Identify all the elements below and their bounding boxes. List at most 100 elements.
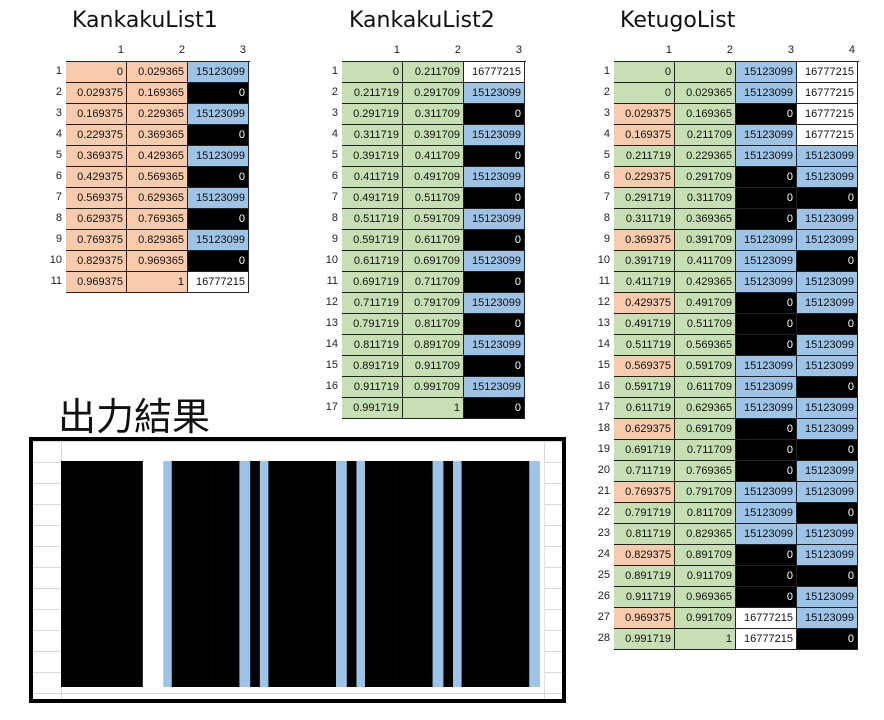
table-cell[interactable]: 0 [736, 104, 797, 125]
table-cell[interactable]: 0.829375 [66, 251, 127, 272]
table-cell[interactable]: 15123099 [188, 62, 249, 83]
table-cell[interactable]: 0 [736, 293, 797, 314]
table-cell[interactable]: 0 [797, 377, 858, 398]
table-cell[interactable]: 0.391719 [614, 251, 675, 272]
table-cell[interactable]: 15123099 [797, 335, 858, 356]
table-cell[interactable]: 15123099 [797, 167, 858, 188]
table-cell[interactable]: 0 [188, 209, 249, 230]
table-cell[interactable]: 15123099 [736, 503, 797, 524]
table-cell[interactable]: 0 [797, 566, 858, 587]
table-cell[interactable]: 0 [464, 146, 525, 167]
table-cell[interactable]: 0 [797, 440, 858, 461]
table-cell[interactable]: 16777215 [464, 62, 525, 83]
table-cell[interactable]: 15123099 [797, 209, 858, 230]
table-cell[interactable]: 0.811709 [675, 503, 736, 524]
table-cell[interactable]: 0.891709 [403, 335, 464, 356]
table-cell[interactable]: 15123099 [797, 587, 858, 608]
table-cell[interactable]: 15123099 [797, 293, 858, 314]
table-cell[interactable]: 0 [736, 587, 797, 608]
table-cell[interactable]: 0.311709 [403, 104, 464, 125]
table-cell[interactable]: 15123099 [797, 524, 858, 545]
table-cell[interactable]: 0.291719 [614, 188, 675, 209]
table-cell[interactable]: 0.691709 [675, 419, 736, 440]
table-cell[interactable]: 15123099 [736, 146, 797, 167]
table-cell[interactable]: 0.369375 [614, 230, 675, 251]
table-cell[interactable]: 0 [797, 314, 858, 335]
table-cell[interactable]: 0.629375 [66, 209, 127, 230]
table-cell[interactable]: 0.211719 [342, 83, 403, 104]
table-cell[interactable]: 0.029375 [614, 104, 675, 125]
table-cell[interactable]: 0.691719 [342, 272, 403, 293]
table-cell[interactable]: 0 [464, 230, 525, 251]
table-cell[interactable]: 0.611709 [403, 230, 464, 251]
table-cell[interactable]: 0.711709 [675, 440, 736, 461]
table-cell[interactable]: 15123099 [188, 146, 249, 167]
table-cell[interactable]: 0.911719 [342, 377, 403, 398]
table-cell[interactable]: 0.791719 [614, 503, 675, 524]
table-cell[interactable]: 15123099 [464, 83, 525, 104]
table-cell[interactable]: 0.391719 [342, 146, 403, 167]
table-cell[interactable]: 0.629365 [675, 398, 736, 419]
table-cell[interactable]: 0.211719 [614, 146, 675, 167]
table-cell[interactable]: 0.611709 [675, 377, 736, 398]
table-cell[interactable]: 0.491719 [342, 188, 403, 209]
table-cell[interactable]: 0 [342, 62, 403, 83]
table-cell[interactable]: 0.311709 [675, 188, 736, 209]
table-cell[interactable]: 0.611719 [614, 398, 675, 419]
table-cell[interactable]: 16777215 [797, 125, 858, 146]
table-cell[interactable]: 0.969365 [127, 251, 188, 272]
table-cell[interactable]: 0.991709 [675, 608, 736, 629]
table-cell[interactable]: 0.291709 [403, 83, 464, 104]
table-cell[interactable]: 0.369375 [66, 146, 127, 167]
table-cell[interactable]: 0 [797, 251, 858, 272]
table-cell[interactable]: 0.811719 [614, 524, 675, 545]
table-cell[interactable]: 0.711719 [614, 461, 675, 482]
table-cell[interactable]: 0 [464, 356, 525, 377]
table-cell[interactable]: 0 [736, 209, 797, 230]
table-cell[interactable]: 0.911719 [614, 587, 675, 608]
table-cell[interactable]: 0.769365 [675, 461, 736, 482]
table-cell[interactable]: 0.391709 [675, 230, 736, 251]
table-cell[interactable]: 15123099 [736, 524, 797, 545]
table-cell[interactable]: 0.829375 [614, 545, 675, 566]
table-cell[interactable]: 0.169375 [66, 104, 127, 125]
table-cell[interactable]: 0 [464, 314, 525, 335]
table-cell[interactable]: 0.429365 [127, 146, 188, 167]
table-cell[interactable]: 0 [188, 251, 249, 272]
table-cell[interactable]: 0.211709 [403, 62, 464, 83]
table-cell[interactable]: 0.511709 [675, 314, 736, 335]
table-cell[interactable]: 15123099 [736, 125, 797, 146]
table-cell[interactable]: 0.629365 [127, 188, 188, 209]
table-cell[interactable]: 16777215 [736, 629, 797, 650]
table-cell[interactable]: 0.969375 [66, 272, 127, 293]
table-cell[interactable]: 15123099 [797, 356, 858, 377]
table-cell[interactable]: 0.791719 [342, 314, 403, 335]
table-cell[interactable]: 0 [736, 440, 797, 461]
table-cell[interactable]: 0.311719 [342, 125, 403, 146]
table-cell[interactable]: 0.911709 [675, 566, 736, 587]
table-cell[interactable]: 0.491709 [675, 293, 736, 314]
table-cell[interactable]: 15123099 [797, 608, 858, 629]
table-cell[interactable]: 15123099 [797, 146, 858, 167]
table-cell[interactable]: 0 [736, 419, 797, 440]
table-cell[interactable]: 15123099 [464, 377, 525, 398]
table-cell[interactable]: 15123099 [797, 272, 858, 293]
table-cell[interactable]: 0 [66, 62, 127, 83]
table-cell[interactable]: 0.229375 [614, 167, 675, 188]
table-cell[interactable]: 0.891719 [614, 566, 675, 587]
table-cell[interactable]: 0 [736, 188, 797, 209]
table-cell[interactable]: 0.991709 [403, 377, 464, 398]
table-cell[interactable]: 0.511719 [614, 335, 675, 356]
table-cell[interactable]: 0 [736, 461, 797, 482]
table-cell[interactable]: 0.691709 [403, 251, 464, 272]
table-cell[interactable]: 0.791709 [403, 293, 464, 314]
table-cell[interactable]: 0.569365 [675, 335, 736, 356]
table-cell[interactable]: 0.511719 [342, 209, 403, 230]
table-cell[interactable]: 0.411719 [614, 272, 675, 293]
table-cell[interactable]: 0.029365 [127, 62, 188, 83]
table-cell[interactable]: 15123099 [464, 167, 525, 188]
table-cell[interactable]: 0 [797, 629, 858, 650]
table-cell[interactable]: 0.769375 [614, 482, 675, 503]
table-cell[interactable]: 0.229365 [675, 146, 736, 167]
table-cell[interactable]: 0.591719 [614, 377, 675, 398]
